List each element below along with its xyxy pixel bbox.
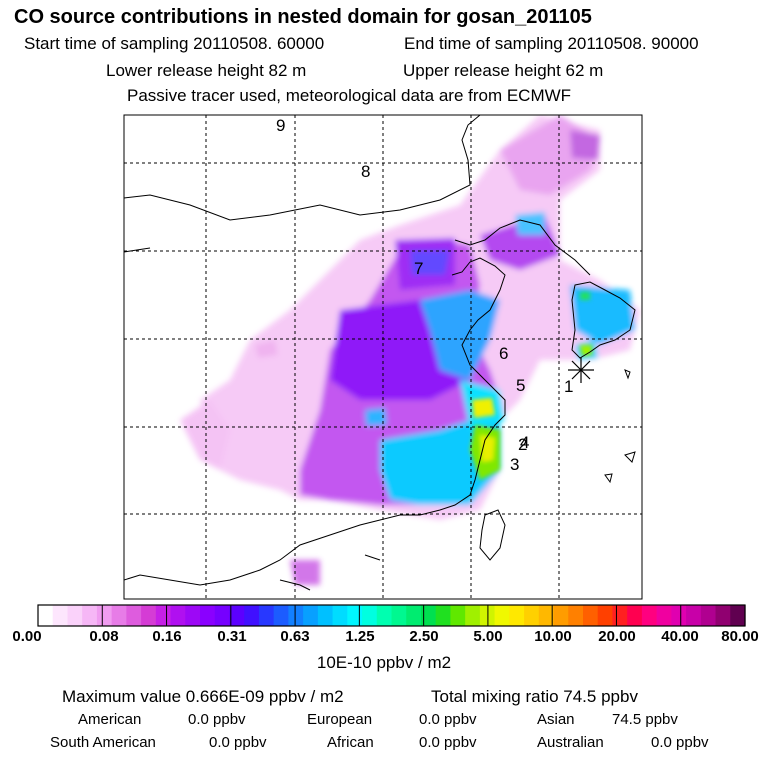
colorbar-cell xyxy=(303,605,319,626)
colorbar-cell xyxy=(200,605,216,626)
colorbar-cell xyxy=(362,605,378,626)
colorbar-cell xyxy=(111,605,127,626)
colorbar-cell xyxy=(700,605,717,626)
lower-release-height: Lower release height 82 m xyxy=(106,61,307,80)
trajectory-label-3: 3 xyxy=(510,455,519,474)
colorbar-cell xyxy=(420,605,437,626)
colorbar-tick-0: 0.00 xyxy=(12,628,42,645)
colorbar-tick-11: 80.00 xyxy=(721,628,759,645)
colorbar-cell xyxy=(538,605,555,626)
colorbar-cell xyxy=(288,605,304,626)
colorbar-cell xyxy=(273,605,289,626)
colorbar-cell xyxy=(317,605,334,626)
trajectory-labels: 1 2 3 4 5 6 7 8 9 xyxy=(276,116,573,474)
colorbar-cell xyxy=(627,605,643,626)
trajectory-label-4: 4 xyxy=(520,433,529,452)
colorbar-cell xyxy=(730,605,746,626)
colorbar-tick-2: 0.16 xyxy=(152,628,182,645)
colorbar-cell xyxy=(568,605,584,626)
colorbar-cell xyxy=(126,605,142,626)
colorbar-cell xyxy=(141,605,157,626)
lat-lon-grid xyxy=(124,115,642,599)
figure-title: CO source contributions in nested domain… xyxy=(14,6,592,28)
australian-label: Australian xyxy=(537,734,604,751)
south-american-label: South American xyxy=(50,734,156,751)
colorbar-cell xyxy=(656,605,672,626)
end-time: End time of sampling 20110508. 90000 xyxy=(404,34,699,53)
trajectory-label-2: 2 xyxy=(518,435,527,454)
trajectory-label-5: 5 xyxy=(516,376,525,395)
coastlines xyxy=(124,115,636,591)
american-value: 0.0 ppbv xyxy=(188,711,246,728)
colorbar-cell xyxy=(524,605,540,626)
colorbar-frame xyxy=(37,604,746,627)
colorbar-cell xyxy=(214,605,231,626)
asian-value: 74.5 ppbv xyxy=(612,711,678,728)
asian-label: Asian xyxy=(537,711,575,728)
colorbar-tick-4: 0.63 xyxy=(280,628,310,645)
trajectory-label-7: 7 xyxy=(414,259,423,278)
colorbar-tick-5: 1.25 xyxy=(345,628,375,645)
maximum-value: Maximum value 0.666E-09 ppbv / m2 xyxy=(62,687,344,706)
colorbar-cell xyxy=(376,605,393,626)
colorbar-cell xyxy=(82,605,98,626)
colorbar-cell xyxy=(347,605,363,626)
trajectory-label-8: 8 xyxy=(361,162,370,181)
colorbar-cell xyxy=(244,605,260,626)
colorbar-tick-9: 20.00 xyxy=(598,628,636,645)
colorbar-cell xyxy=(406,605,422,626)
colorbar-cell xyxy=(52,605,69,626)
colorbar-tick-7: 5.00 xyxy=(473,628,503,645)
colorbar-cell xyxy=(686,605,702,626)
colorbar-cell xyxy=(671,605,687,626)
colorbar-cell xyxy=(38,605,54,626)
start-time: Start time of sampling 20110508. 60000 xyxy=(24,34,325,53)
colorbar-cell xyxy=(465,605,481,626)
european-label: European xyxy=(307,711,373,728)
african-value: 0.0 ppbv xyxy=(419,734,477,751)
colorbar-cell xyxy=(597,605,614,626)
colorbar-cell xyxy=(332,605,348,626)
colorbar-cell xyxy=(553,605,569,626)
colorbar-cell xyxy=(229,605,245,626)
tracer-info: Passive tracer used, meteorological data… xyxy=(127,86,572,105)
colorbar-cell xyxy=(185,605,201,626)
colorbar-cell xyxy=(582,605,599,626)
total-mixing-ratio: Total mixing ratio 74.5 ppbv xyxy=(431,687,638,706)
colorbar-cell xyxy=(494,605,510,626)
colorbar-cell xyxy=(641,605,658,626)
colorbar-cell xyxy=(715,605,731,626)
colorbar-cell xyxy=(155,605,172,626)
colorbar-tick-3: 0.31 xyxy=(217,628,247,645)
colorbar-cell xyxy=(96,605,113,626)
concentration-field xyxy=(124,115,642,599)
colorbar-cell xyxy=(258,605,275,626)
colorbar-cell xyxy=(435,605,452,626)
european-value: 0.0 ppbv xyxy=(419,711,477,728)
colorbar-cell xyxy=(612,605,628,626)
map-frame xyxy=(123,114,643,600)
star-receptor-icon xyxy=(568,357,594,383)
colorbar-tick-8: 10.00 xyxy=(534,628,572,645)
american-label: American xyxy=(78,711,142,728)
colorbar-tick-1: 0.08 xyxy=(89,628,119,645)
australian-value: 0.0 ppbv xyxy=(651,734,709,751)
colorbar-tick-6: 2.50 xyxy=(409,628,439,645)
colorbar-cell xyxy=(509,605,525,626)
colorbar xyxy=(37,604,746,627)
upper-release-height: Upper release height 62 m xyxy=(403,61,604,80)
colorbar-tick-10: 40.00 xyxy=(661,628,699,645)
colorbar-cell xyxy=(67,605,83,626)
trajectory-label-6: 6 xyxy=(499,344,508,363)
trajectory-label-1: 1 xyxy=(564,377,573,396)
trajectory-label-9: 9 xyxy=(276,116,285,135)
african-label: African xyxy=(327,734,374,751)
colorbar-cell xyxy=(391,605,407,626)
south-american-value: 0.0 ppbv xyxy=(209,734,267,751)
colorbar-unit: 10E-10 ppbv / m2 xyxy=(316,653,452,672)
colorbar-cell xyxy=(450,605,466,626)
colorbar-cell xyxy=(170,605,186,626)
